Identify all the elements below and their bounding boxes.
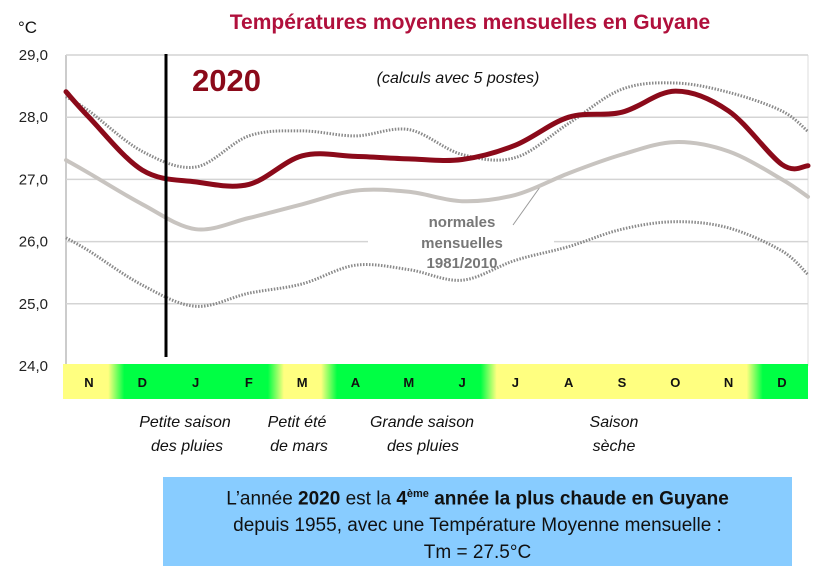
info-year: 2020 (298, 488, 341, 510)
season-label: Saison (590, 414, 639, 431)
y-tick-label: 26,0 (19, 234, 48, 251)
season-label: des pluies (387, 438, 459, 455)
season-label: de mars (270, 438, 328, 455)
info-line-3: Tm = 27.5°C (423, 542, 532, 564)
y-tick-label: 25,0 (19, 296, 48, 313)
month-label: J (512, 375, 519, 390)
normals-leader-line (512, 186, 541, 226)
info-line-1: L’année 2020 est la 4ème année la plus c… (163, 481, 792, 512)
month-label: N (724, 375, 733, 390)
month-label: J (192, 375, 199, 390)
month-label: F (245, 375, 253, 390)
month-label: D (777, 375, 786, 390)
info-box: L’année 2020 est la 4ème année la plus c… (163, 477, 792, 566)
season-label: sèche (593, 438, 636, 455)
month-label: J (458, 375, 465, 390)
y-tick-label: 27,0 (19, 171, 48, 188)
month-label: O (670, 375, 680, 390)
year-label: 2020 (192, 63, 261, 98)
month-label: M (403, 375, 414, 390)
series-2020-line (63, 88, 811, 189)
series-normals-bound-line (65, 220, 810, 308)
info-text: année la plus chaude en Guyane (428, 488, 729, 510)
season-label: Petit été (268, 414, 327, 431)
month-label: S (618, 375, 627, 390)
normals-label-line3: 1981/2010 (427, 255, 498, 272)
info-text: L’année (226, 488, 299, 510)
season-label: des pluies (151, 438, 223, 455)
month-label: D (138, 375, 147, 390)
month-label: M (297, 375, 308, 390)
season-label: Grande saison (370, 414, 474, 431)
y-tick-label: 29,0 (19, 47, 48, 64)
chart-title: Températures moyennes mensuelles en Guya… (230, 11, 710, 34)
chart-subtitle: (calculs avec 5 postes) (377, 70, 540, 87)
normals-label-line2: mensuelles (421, 235, 503, 252)
info-text: est la (340, 488, 397, 510)
normals-label-line1: normales (429, 214, 496, 231)
month-label: N (84, 375, 93, 390)
month-label: A (351, 375, 361, 390)
season-bar (63, 364, 808, 399)
y-tick-label: 28,0 (19, 109, 48, 126)
info-rank: 4 (396, 488, 407, 510)
season-label: Petite saison (139, 414, 231, 431)
series-normals-line (64, 140, 810, 232)
month-label: A (564, 375, 574, 390)
info-rank-sup: ème (406, 488, 429, 500)
info-line-2: depuis 1955, avec une Température Moyenn… (233, 515, 722, 537)
y-tick-label: 24,0 (19, 358, 48, 375)
y-axis-unit: °C (18, 18, 37, 37)
